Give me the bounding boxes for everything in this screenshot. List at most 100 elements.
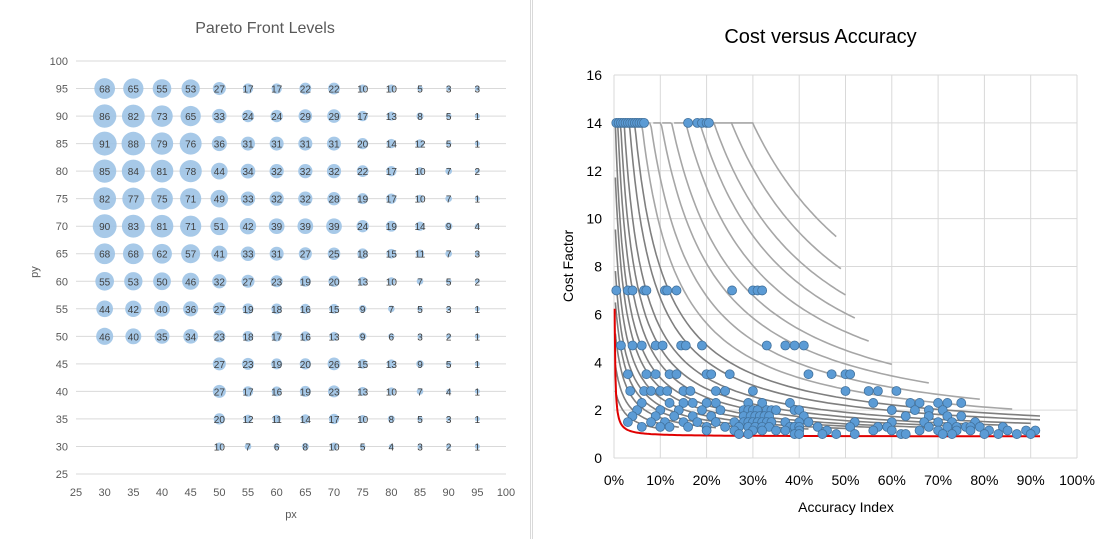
pareto-bubble [415, 249, 425, 258]
pareto-bubble [210, 162, 228, 180]
scatter-point [704, 117, 714, 128]
pareto-bubble-label: 10 [414, 195, 426, 206]
pareto-bubble-label: 22 [357, 167, 369, 178]
pareto-bubble [241, 274, 255, 288]
pareto-bubble-label: 79 [156, 140, 168, 151]
pareto-bubble-label: 55 [156, 85, 168, 96]
pareto-bubble [387, 387, 396, 396]
pareto-bubble-label: 65 [185, 112, 197, 123]
pareto-bubble [212, 302, 226, 316]
pareto-bubble-label: 57 [185, 250, 197, 261]
cost-accuracy-x-tick-label: 60% [878, 472, 906, 488]
pareto-bubble [445, 250, 452, 258]
scatter-point [692, 417, 703, 427]
scatter-point [683, 117, 693, 128]
pareto-bubble-label: 31 [271, 140, 283, 151]
pareto-bubble [242, 303, 254, 315]
pareto-bubble-label: 2 [475, 277, 481, 288]
pareto-bubble-label: 1 [475, 305, 481, 316]
scatter-point [747, 386, 758, 396]
pareto-bubble [299, 275, 311, 287]
pareto-y-tick-label: 85 [56, 139, 68, 151]
pareto-bubble [154, 328, 170, 344]
pareto-y-tick-label: 70 [56, 221, 68, 233]
pareto-bubble [271, 83, 282, 94]
pareto-bubble-label: 10 [357, 415, 369, 426]
pareto-bubble [92, 131, 117, 156]
pareto-bubble [446, 443, 452, 449]
pareto-bubble [416, 388, 424, 395]
scatter-point [646, 417, 656, 427]
pareto-bubble-label: 27 [214, 85, 226, 96]
pareto-bubble [241, 109, 255, 123]
pareto-bubble-label: 16 [271, 387, 283, 398]
pareto-bubble [328, 82, 340, 95]
scatter-point [900, 411, 911, 422]
pareto-bubble-label: 5 [417, 415, 423, 426]
scatter-point [671, 285, 682, 296]
pareto-bubble-label: 44 [99, 305, 111, 316]
scatter-point [710, 398, 721, 408]
pareto-bubble [388, 333, 395, 340]
pareto-bubble-label: 16 [300, 305, 312, 316]
pareto-bubble-label: 42 [128, 305, 140, 316]
pareto-bubble-label: 19 [386, 222, 398, 233]
pareto-bubble-label: 75 [156, 195, 168, 206]
scatter-point [655, 421, 666, 432]
pareto-bubble-label: 15 [357, 360, 369, 371]
pareto-front-panel: Pareto Front Levels 25 30 35 40 45 50 55 60 65 70… [0, 0, 531, 539]
pareto-bubble [299, 82, 312, 95]
pareto-bubble [386, 111, 396, 121]
pareto-bubble [122, 187, 145, 210]
scatter-point [720, 386, 731, 396]
pareto-bubble [240, 246, 256, 261]
pareto-bubble [358, 276, 368, 286]
pareto-bubble-label: 24 [271, 112, 283, 123]
pareto-x-tick-label: 70 [328, 487, 340, 499]
pareto-bubble-label: 42 [242, 222, 254, 233]
pareto-bubble [415, 139, 425, 148]
scatter-point [641, 369, 652, 380]
pareto-bubble-label: 4 [475, 222, 481, 233]
pareto-bubble [474, 443, 480, 449]
iso-curve [619, 122, 1008, 427]
pareto-x-tick-label: 25 [70, 487, 82, 499]
pareto-bubble [93, 159, 117, 183]
pareto-bubble [242, 330, 254, 342]
scatter-point [625, 386, 636, 396]
pareto-bubble [300, 331, 311, 342]
pareto-bubble-label: 10 [214, 442, 226, 453]
pareto-bubble-label: 34 [185, 332, 197, 343]
pareto-bubble-label: 32 [300, 195, 312, 206]
iso-curve [712, 122, 842, 270]
cost-accuracy-y-tick-label: 2 [594, 402, 602, 418]
cost-accuracy-x-tick-label: 90% [1017, 472, 1045, 488]
pareto-bubble-label: 3 [417, 332, 423, 343]
scatter-point [757, 285, 768, 296]
pareto-bubble-label: 33 [242, 195, 254, 206]
cost-accuracy-y-tick-label: 4 [594, 354, 602, 370]
pareto-bubble-label: 7 [245, 442, 251, 453]
pareto-bubble-label: 31 [300, 140, 312, 151]
pareto-bubble [150, 132, 174, 155]
pareto-bubble-label: 20 [357, 140, 369, 151]
pareto-bubble [446, 306, 452, 312]
pareto-bubble [94, 243, 116, 265]
scatter-point [639, 117, 649, 128]
pareto-bubble [357, 110, 368, 122]
pareto-bubble-label: 51 [214, 222, 226, 233]
pareto-bubble-label: 23 [242, 360, 254, 371]
pareto-bubble [326, 164, 342, 179]
pareto-bubble [213, 330, 226, 343]
pareto-bubble-label: 71 [185, 222, 197, 233]
cost-accuracy-x-tick-label: 50% [831, 472, 859, 488]
pareto-bubble [386, 193, 397, 204]
pareto-bubble-label: 23 [271, 277, 283, 288]
pareto-bubble-label: 36 [185, 305, 197, 316]
pareto-bubble-label: 5 [360, 442, 366, 453]
pareto-bubble [474, 196, 480, 202]
pareto-bubble [357, 248, 369, 260]
scatter-point [710, 417, 721, 427]
pareto-bubble-label: 31 [328, 140, 340, 151]
pareto-y-tick-label: 45 [56, 359, 68, 371]
